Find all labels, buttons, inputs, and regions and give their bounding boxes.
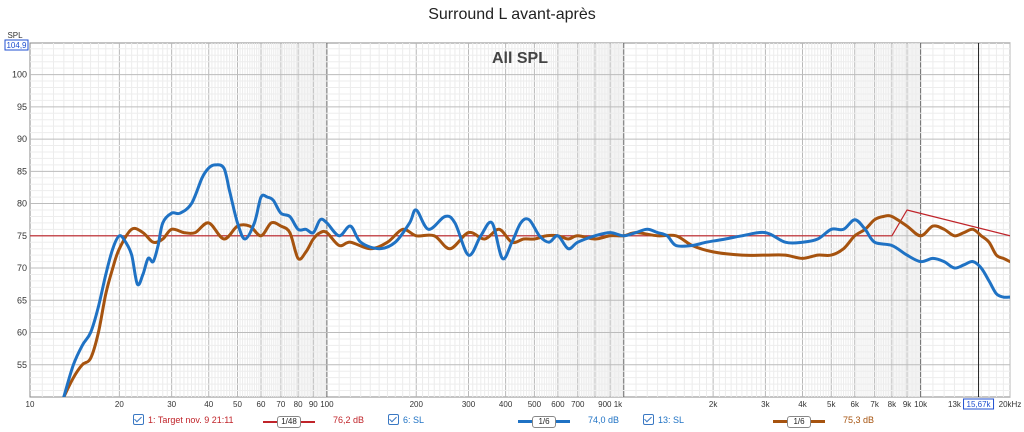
- y-tick-label: 95: [17, 102, 27, 112]
- checkbox-icon[interactable]: [643, 414, 654, 425]
- legend-item-sl13[interactable]: 13: SL: [643, 414, 684, 425]
- legend-item-sl6[interactable]: 6: SL: [388, 414, 424, 425]
- x-tick-label: 30: [167, 400, 176, 409]
- legend-value-target: 76,2 dB: [333, 415, 365, 425]
- checkbox-icon[interactable]: [388, 414, 399, 425]
- x-tick-label: 60: [257, 400, 266, 409]
- x-cursor-box: [963, 398, 995, 410]
- x-tick-label: 2k: [709, 400, 718, 409]
- x-tick-label: 4k: [798, 400, 807, 409]
- x-tick-label: 10: [26, 400, 35, 409]
- series-line-2: [62, 214, 1010, 397]
- x-tick-label: 300: [462, 400, 476, 409]
- x-tick-label: 600: [551, 400, 565, 409]
- x-tick-label: 100: [320, 400, 334, 409]
- y-tick-label: 70: [17, 263, 27, 273]
- legend-value-sl13: 75,3 dB: [843, 415, 875, 425]
- y-tick-label: 90: [17, 134, 27, 144]
- x-tick-label: 8k: [888, 400, 897, 409]
- x-tick-label: 500: [528, 400, 542, 409]
- checkbox-icon[interactable]: [133, 414, 144, 425]
- y-tick-label: 65: [17, 295, 27, 305]
- x-tick-label: 10k: [914, 400, 928, 409]
- x-tick-label: 9k: [903, 400, 912, 409]
- smoothing-button-sl13[interactable]: 1/6: [787, 416, 811, 428]
- x-tick-label: 700: [571, 400, 585, 409]
- y-tick-label: 85: [17, 166, 27, 176]
- x-tick-label: 5k: [827, 400, 836, 409]
- x-tick-label: 200: [410, 400, 424, 409]
- x-tick-label: 70: [276, 400, 285, 409]
- y-tick-label: 55: [17, 360, 27, 370]
- x-tick-label: 3k: [761, 400, 770, 409]
- x-tick-label: 80: [294, 400, 303, 409]
- legend-label-sl6: 6: SL: [403, 414, 425, 425]
- x-tick-label: 13k: [948, 400, 962, 409]
- smoothing-button-sl6[interactable]: 1/6: [532, 416, 556, 428]
- legend: 1: Target nov. 9 21:11 1/48 76,2 dB 6: S…: [0, 414, 1024, 432]
- x-tick-label: 90: [309, 400, 318, 409]
- y-tick-label: 75: [17, 231, 27, 241]
- x-cursor-readout: 15,67k: [963, 398, 995, 410]
- chart-title: Surround L avant-après: [428, 6, 596, 23]
- y-tick-label: 100: [12, 70, 27, 80]
- y-cursor-readout: 104,9: [4, 39, 29, 51]
- y-cursor-label: 104,9: [6, 41, 27, 50]
- x-tick-label: 40: [204, 400, 213, 409]
- legend-value-sl6: 74,0 dB: [588, 415, 620, 425]
- x-tick-label: 400: [499, 400, 513, 409]
- x-tick-label: 20kHz: [999, 400, 1022, 409]
- x-cursor-label: 15,67k: [967, 400, 992, 409]
- x-tick-label: 900 1k: [598, 400, 623, 409]
- y-tick-label: 60: [17, 328, 27, 338]
- legend-item-target[interactable]: 1: Target nov. 9 21:11: [133, 414, 234, 425]
- x-tick-label: 20: [115, 400, 124, 409]
- y-cursor-box: [4, 39, 29, 51]
- series-line-1: [62, 163, 1010, 397]
- legend-label-sl13: 13: SL: [658, 414, 685, 425]
- x-tick-label: 50: [233, 400, 242, 409]
- chart-subtitle: All SPL: [492, 50, 548, 67]
- y-axis-label: SPL: [7, 31, 23, 40]
- y-tick-label: 80: [17, 199, 27, 209]
- legend-label-target: 1: Target nov. 9 21:11: [148, 414, 234, 425]
- x-tick-label: 7k: [870, 400, 879, 409]
- smoothing-button-target[interactable]: 1/48: [277, 416, 301, 428]
- x-tick-label: 6k: [851, 400, 860, 409]
